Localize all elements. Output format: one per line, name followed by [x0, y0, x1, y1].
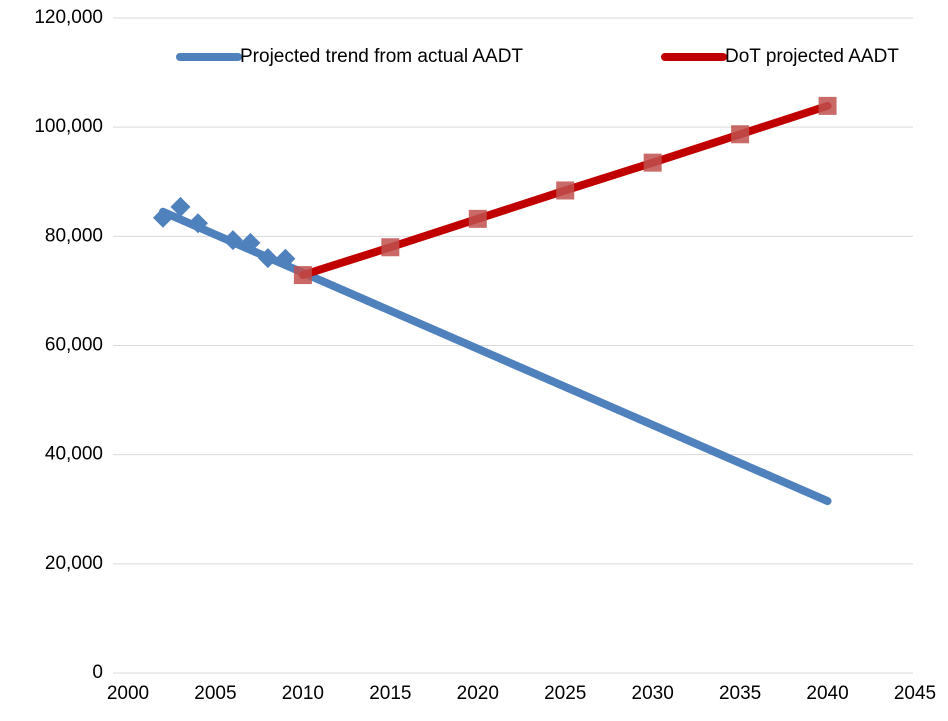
marker — [731, 125, 750, 144]
y-tick-label: 0 — [92, 662, 103, 683]
legend-label: Projected trend from actual AADT — [240, 46, 523, 67]
x-tick-label: 2025 — [544, 683, 586, 704]
x-tick-label: 2035 — [719, 683, 761, 704]
x-tick-label: 2040 — [806, 683, 848, 704]
x-tick-label: 2015 — [369, 683, 411, 704]
marker — [556, 181, 575, 200]
y-tick-label: 100,000 — [34, 116, 103, 137]
marker — [187, 213, 208, 234]
x-tick-label: 2000 — [107, 683, 149, 704]
marker — [170, 196, 191, 217]
y-tick-label: 60,000 — [45, 335, 103, 356]
y-tick-label: 80,000 — [45, 225, 103, 246]
y-tick-label: 20,000 — [45, 553, 103, 574]
legend-label: DoT projected AADT — [725, 46, 899, 67]
x-tick-label: 2030 — [632, 683, 674, 704]
marker — [468, 209, 487, 228]
marker — [293, 266, 312, 285]
marker — [275, 248, 296, 269]
y-tick-label: 40,000 — [45, 444, 103, 465]
marker — [257, 248, 278, 269]
marker — [381, 238, 400, 257]
marker — [240, 232, 261, 253]
x-tick-label: 2045 — [894, 683, 936, 704]
marker — [643, 153, 662, 172]
y-tick-label: 120,000 — [34, 7, 103, 28]
x-tick-label: 2020 — [457, 683, 499, 704]
x-tick-label: 2010 — [282, 683, 324, 704]
x-tick-label: 2005 — [194, 683, 236, 704]
marker — [222, 230, 243, 251]
marker — [152, 207, 173, 228]
marker — [818, 96, 837, 115]
